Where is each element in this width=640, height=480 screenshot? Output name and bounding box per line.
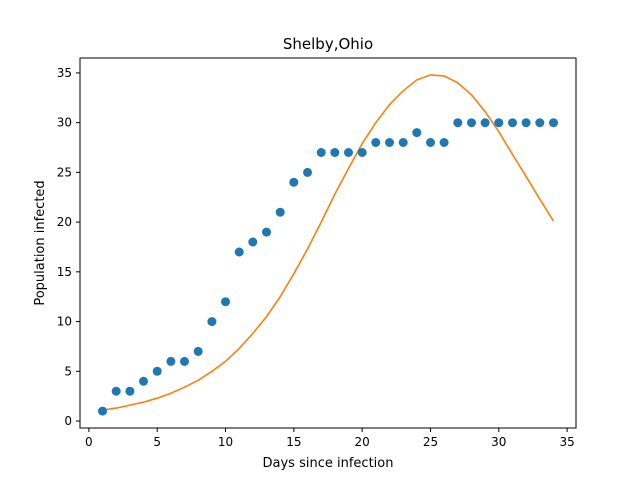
data-point [480,118,490,128]
data-point [508,118,517,128]
data-point [234,247,244,257]
y-tick-label: 5 [64,364,72,378]
y-tick-label: 25 [57,165,72,179]
y-tick-label: 20 [57,215,72,229]
plot-frame [79,57,577,429]
x-tick-label: 0 [85,435,93,449]
x-tick-label: 10 [218,435,233,449]
model-curve-line [102,74,555,411]
data-point [98,406,107,416]
data-point [303,167,312,177]
data-point [494,118,504,128]
data-point [248,237,258,247]
data-point [467,118,476,128]
y-tick-label: 35 [57,66,72,80]
y-axis: 0 5 10 15 20 25 30 35 [57,66,80,428]
data-point [152,366,162,376]
x-tick-label: 25 [423,435,438,449]
data-point [371,138,381,147]
data-point [385,138,394,147]
data-point [535,118,545,128]
plot-area [98,74,558,416]
x-tick-label: 5 [153,435,161,449]
data-point [221,297,230,307]
chart-title: Shelby,Ohio [283,35,373,53]
y-tick-label: 0 [64,414,72,428]
data-point [262,227,271,237]
data-point [426,138,435,147]
data-point [125,386,135,396]
x-tick-label: 20 [355,435,370,449]
data-point [439,138,449,147]
data-point [412,128,422,138]
data-point [344,148,353,157]
x-tick-label: 35 [559,435,574,449]
data-point [357,148,367,157]
y-tick-label: 15 [57,265,72,279]
x-axis-label: Days since infection [263,456,394,471]
data-point [521,118,531,128]
data-point [166,356,176,366]
data-point [330,148,340,157]
y-tick-label: 30 [57,116,72,130]
data-point [180,356,189,366]
y-axis-label: Population infected [33,180,48,305]
x-tick-label: 15 [286,435,301,449]
x-tick-label: 30 [491,435,506,449]
y-tick-label: 10 [57,315,72,329]
data-point [193,346,203,356]
data-point [207,317,217,327]
data-point [549,118,558,128]
data-point [111,386,121,396]
data-point [139,376,148,386]
data-point [316,148,326,157]
data-point [275,207,285,217]
data-point [398,138,408,147]
data-point [289,177,299,187]
x-axis: 0 5 10 15 20 25 30 35 [85,428,575,449]
data-point [453,118,463,128]
